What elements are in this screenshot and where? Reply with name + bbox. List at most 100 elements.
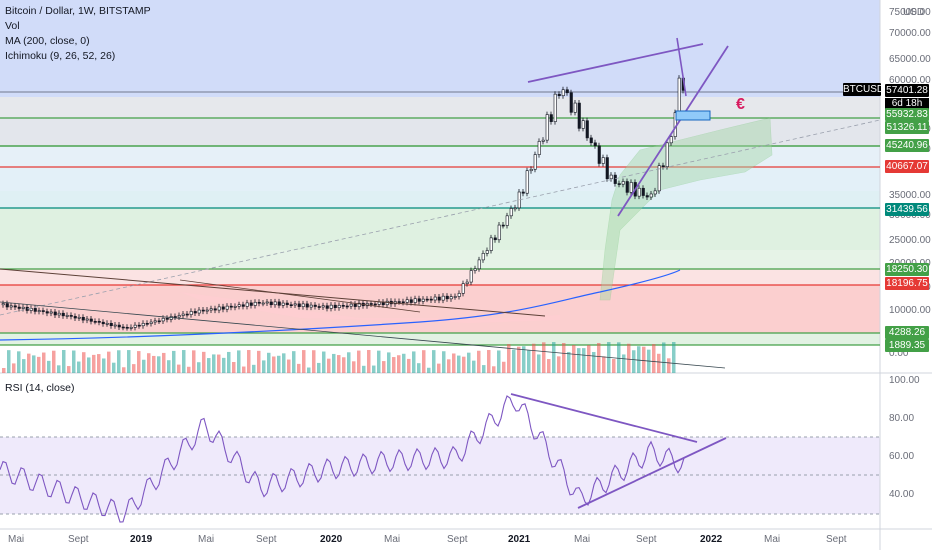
candle-body [137,324,141,327]
volume-bar [497,350,501,373]
candle-body [73,316,77,319]
volume-bar [317,362,321,373]
candle-body [49,311,53,314]
candle-body [193,311,197,314]
volume-bar [392,357,396,373]
time-tick-label: 2022 [700,534,723,545]
candle-body [337,305,341,309]
candle-body [637,187,641,197]
volume-bar [447,359,451,373]
volume-bar [187,366,191,373]
volume-bar [292,351,296,373]
candle-body [489,237,493,251]
candle-body [349,303,353,307]
volume-bar [117,350,121,373]
price-zone [0,269,880,285]
level-price-label: 1889.35 [885,339,929,352]
volume-bar [277,355,281,373]
candle-body [33,308,37,312]
candle-body [569,92,573,113]
volume-bar [232,362,236,373]
candle-body [345,305,349,308]
volume-bar [252,364,256,373]
volume-bar [562,342,566,373]
level-price-label: 45240.96 [885,139,929,152]
price-tick-label: 60000.00 [889,75,931,86]
volume-bar [112,362,116,373]
candle-body [449,296,453,300]
candle-body [665,142,669,167]
level-price-label: 4288.26 [885,326,929,339]
price-zone [0,191,880,208]
volume-bar [637,346,641,373]
euro-marker: € [736,96,745,113]
candle-body [525,170,529,194]
candle-body [413,298,417,303]
volume-bar [477,350,481,373]
candle-body [77,316,81,319]
volume-bar [662,342,666,373]
candle-body [153,320,157,323]
candle-body [329,304,333,309]
candle-body [133,324,137,328]
volume-bar [542,342,546,373]
volume-bar [507,344,511,373]
volume-bar [207,358,211,373]
candle-body [149,321,153,324]
volume-bar [567,351,571,373]
volume-bar [627,343,631,373]
volume-bar [342,357,346,373]
volume-bar [197,362,201,373]
candle-body [501,224,505,227]
volume-bar [22,359,26,373]
volume-bar [32,355,36,373]
candle-body [645,195,649,198]
volume-bar [157,356,161,373]
rsi-tick-label: 100.00 [889,375,920,386]
volume-bar [47,360,51,373]
candle-body [313,304,317,307]
downtrend-line-mid [179,279,421,313]
volume-bar [82,352,86,373]
candle-body [93,321,97,323]
price-tick-label: 10000.00 [889,305,931,316]
level-price-label: 40667.07 [885,160,929,173]
drop-arrow-line [676,37,687,97]
candle-body [273,301,277,306]
volume-bar [522,346,526,373]
symbol-badge: BTCUSD [843,83,885,96]
time-tick-label: Mai [8,534,25,545]
price-zone [0,167,880,191]
volume-bar [127,350,131,373]
candle-body [233,306,237,308]
volume-bar [372,365,376,373]
candle-body [593,142,597,147]
volume-bar [377,350,381,373]
candle-body [461,283,465,294]
candle-body [61,312,65,317]
candle-body [317,306,321,308]
candle-body [209,308,213,311]
candle-body [321,305,325,308]
candle-body [101,321,105,325]
volume-bar [192,350,196,373]
candle-body [21,306,25,309]
candle-body [129,327,133,329]
candle-body [577,102,581,129]
volume-bar [142,359,146,373]
volume-bar [572,345,576,373]
volume-bar [27,353,31,373]
candle-body [513,207,517,210]
volume-bar [622,354,626,373]
candle-body [17,306,21,309]
candle-body [97,321,101,323]
volume-bar [162,352,166,373]
level-price-label: 55932.83 [885,108,929,121]
candle-body [261,302,265,305]
time-tick-label: Sept [68,534,89,545]
volume-bar [332,353,336,373]
volume-bar [472,360,476,373]
candle-body [53,311,57,316]
volume-bar [297,363,301,373]
